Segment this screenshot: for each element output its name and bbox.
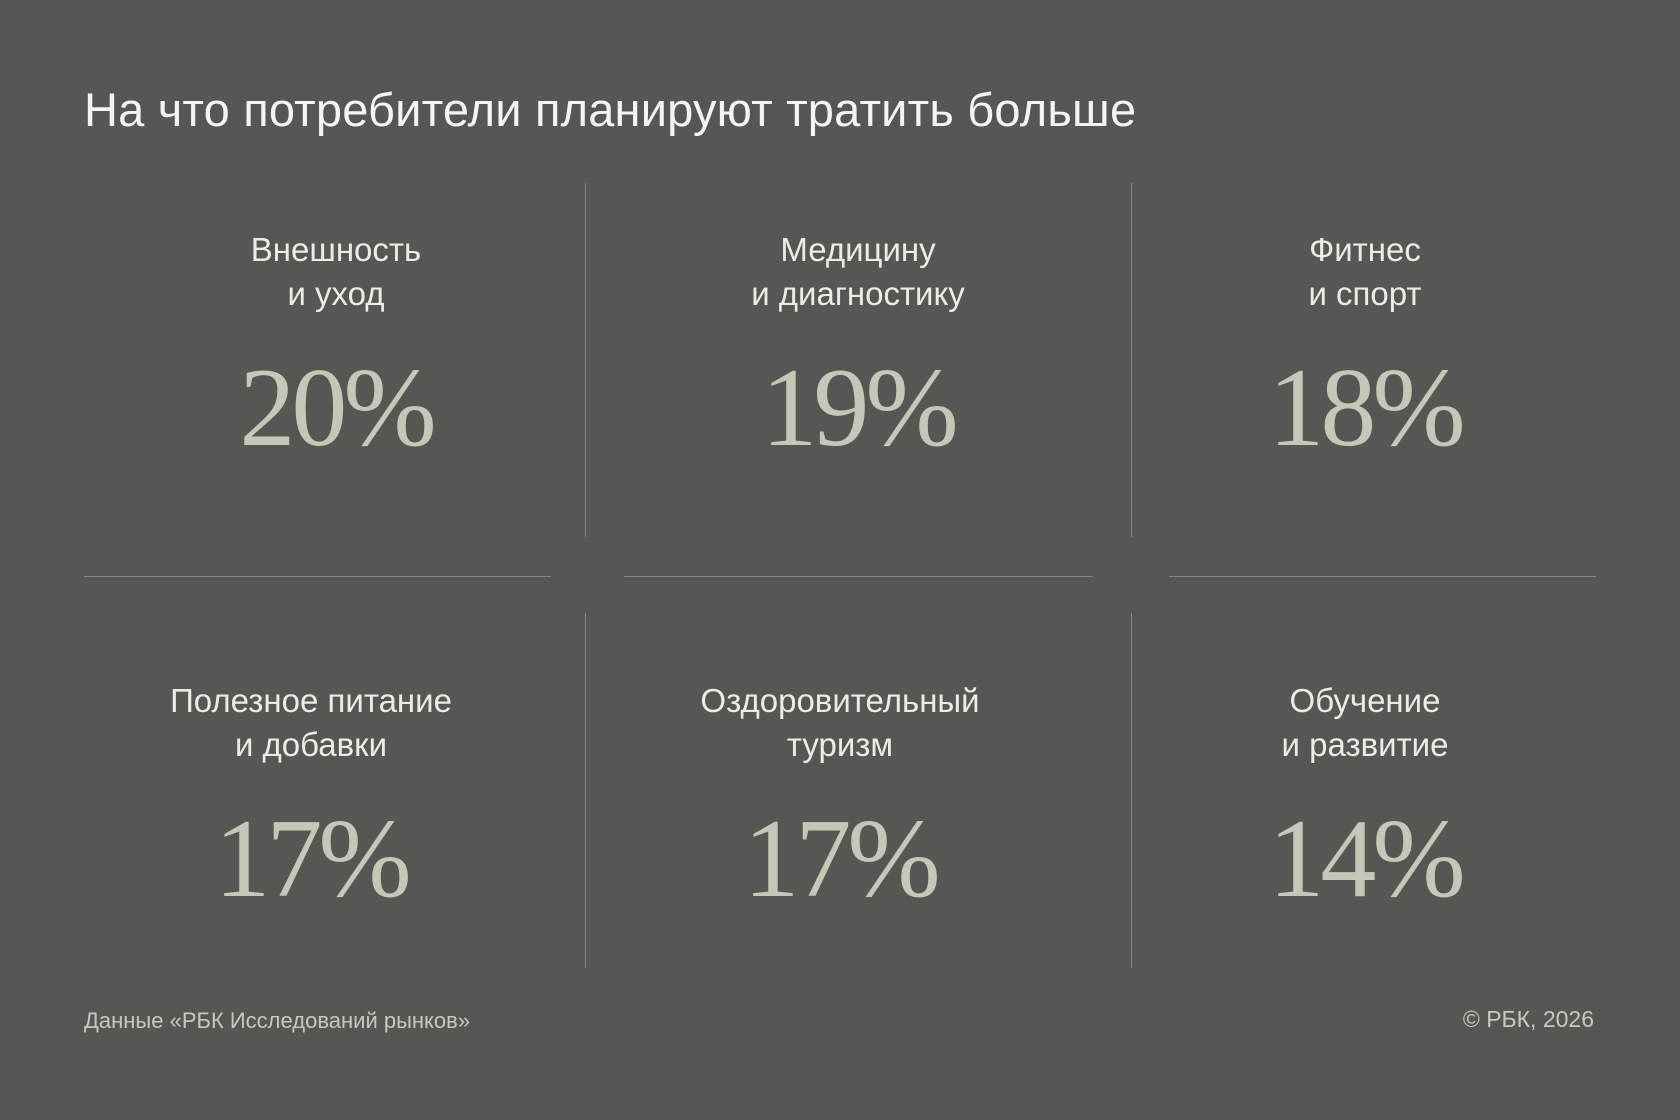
stat-cell-medicine: Медицину и диагностику 19% — [598, 228, 1118, 464]
stat-label: Оздоровительный туризм — [700, 682, 980, 763]
stat-value: 17% — [743, 797, 940, 921]
divider-horizontal — [84, 576, 551, 577]
stat-label: Обучение и развитие — [1281, 682, 1449, 763]
stat-label: Внешность и уход — [250, 231, 422, 312]
divider-horizontal — [1169, 576, 1596, 577]
chart-title: На что потребители планируют тратить бол… — [84, 83, 1137, 136]
divider-vertical — [1131, 183, 1132, 537]
divider-vertical — [1131, 613, 1132, 968]
stat-label: Полезное питание и добавки — [170, 682, 452, 763]
stat-cell-education: Обучение и развитие 14% — [1105, 679, 1625, 915]
source-note: Данные «РБК Исследований рынков» — [84, 1008, 471, 1033]
stat-value: 17% — [214, 797, 411, 921]
divider-vertical — [585, 183, 586, 537]
stat-cell-nutrition: Полезное питание и добавки 17% — [51, 679, 571, 915]
stat-value: 14% — [1268, 797, 1465, 921]
stat-cell-appearance: Внешность и уход 20% — [76, 228, 596, 464]
stat-label: Фитнес и спорт — [1308, 231, 1422, 312]
stat-value: 20% — [239, 346, 436, 470]
stat-cell-fitness: Фитнес и спорт 18% — [1105, 228, 1625, 464]
stat-value: 18% — [1268, 346, 1465, 470]
stat-value: 19% — [761, 346, 958, 470]
divider-horizontal — [624, 576, 1093, 577]
stat-cell-wellness-tourism: Оздоровительный туризм 17% — [580, 679, 1100, 915]
copyright-note: © РБК, 2026 — [1462, 1006, 1594, 1032]
stat-label: Медицину и диагностику — [751, 231, 965, 312]
divider-vertical — [585, 613, 586, 968]
